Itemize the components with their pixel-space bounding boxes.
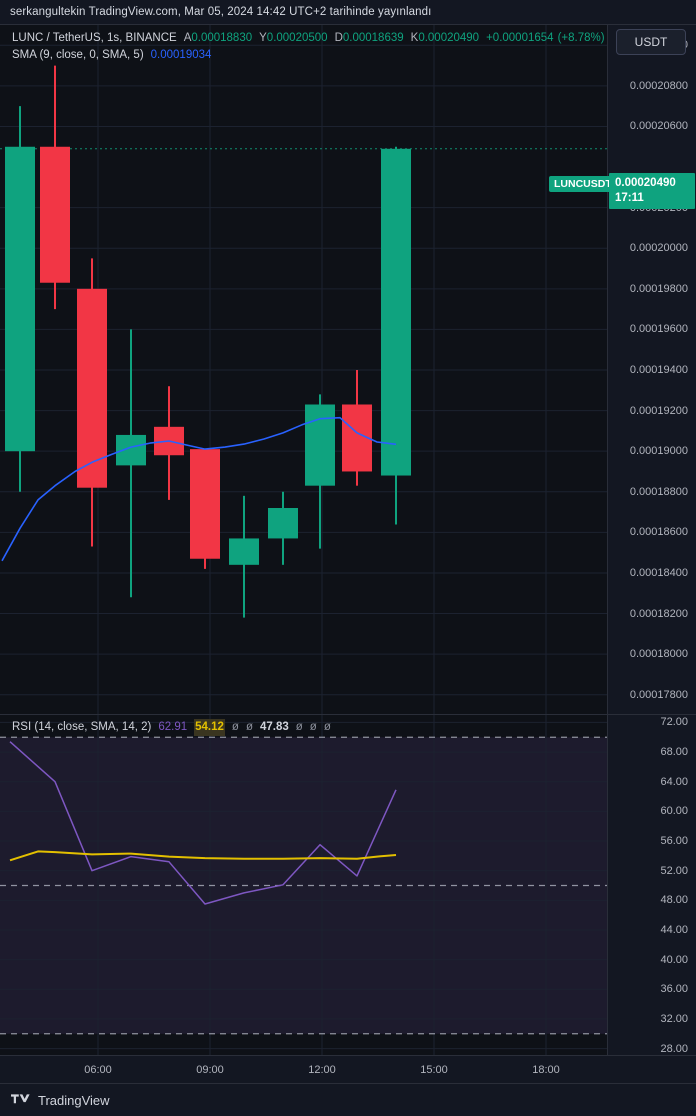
current-price-badge: 0.00020490 17:11 <box>609 173 695 209</box>
price-tick-label: 0.00017800 <box>629 688 688 701</box>
candle-body <box>305 404 335 486</box>
rsi-tick-label: 40.00 <box>660 953 688 966</box>
tradingview-logo[interactable]: TradingView <box>11 1093 110 1108</box>
candle-body <box>77 288 107 488</box>
price-tick-label: 0.00019800 <box>629 282 688 295</box>
price-chart-canvas <box>0 25 607 714</box>
candle-body <box>268 508 298 539</box>
candle-body <box>190 449 220 559</box>
rsi-tick-label: 36.00 <box>660 983 688 996</box>
price-tick-label: 0.00018200 <box>629 607 688 620</box>
time-tick-label: 06:00 <box>84 1064 112 1076</box>
attribution-bar: serkangultekin TradingView.com, Mar 05, … <box>0 0 696 24</box>
quote-currency-label: USDT <box>634 35 668 49</box>
price-tick-label: 0.00020000 <box>629 242 688 255</box>
attribution-text: serkangultekin TradingView.com, Mar 05, … <box>10 6 432 18</box>
rsi-tick-label: 68.00 <box>660 746 688 759</box>
time-tick-label: 18:00 <box>532 1064 560 1076</box>
candle-body <box>116 434 146 466</box>
time-axis[interactable]: 06:00 09:00 12:00 15:00 18:00 <box>0 1055 696 1084</box>
price-tick-label: 0.00020800 <box>629 79 688 92</box>
candle-body <box>40 146 70 283</box>
candle-body <box>381 148 411 476</box>
sma-line <box>1 416 397 562</box>
rsi-tick-label: 52.00 <box>660 864 688 877</box>
rsi-tick-label: 64.00 <box>660 775 688 788</box>
symbol-price-badge: LUNCUSDT <box>549 176 617 192</box>
price-tick-label: 0.00019600 <box>629 323 688 336</box>
rsi-tick-label: 56.00 <box>660 835 688 848</box>
rsi-series-line <box>9 850 397 862</box>
time-tick-label: 15:00 <box>420 1064 448 1076</box>
quote-currency-button[interactable]: USDT <box>616 29 686 55</box>
rsi-indicator-pane[interactable] <box>0 714 608 1055</box>
current-price-time: 17:11 <box>615 192 644 204</box>
candle-body <box>229 538 259 565</box>
tradingview-logo-text: TradingView <box>38 1092 110 1108</box>
price-tick-label: 0.00020600 <box>629 120 688 133</box>
rsi-tick-label: 72.00 <box>660 716 688 729</box>
rsi-tick-label: 44.00 <box>660 923 688 936</box>
time-tick-label: 12:00 <box>308 1064 336 1076</box>
price-chart-pane[interactable] <box>0 24 608 714</box>
price-tick-label: 0.00018000 <box>629 648 688 661</box>
price-tick-label: 0.00018600 <box>629 526 688 539</box>
price-tick-label: 0.00019000 <box>629 445 688 458</box>
rsi-tick-label: 28.00 <box>660 1042 688 1055</box>
price-tick-label: 0.00019200 <box>629 404 688 417</box>
symbol-badge-label: LUNCUSDT <box>554 178 612 190</box>
rsi-tick-label: 48.00 <box>660 894 688 907</box>
rsi-series-line <box>9 741 397 905</box>
rsi-tick-label: 60.00 <box>660 805 688 818</box>
rsi-tick-label: 32.00 <box>660 1012 688 1025</box>
time-tick-label: 09:00 <box>196 1064 224 1076</box>
rsi-axis-scale[interactable]: 72.00 68.00 64.00 60.00 56.00 52.00 48.00 44.00… <box>608 714 696 1055</box>
price-tick-label: 0.00018800 <box>629 485 688 498</box>
tradingview-logo-icon <box>11 1093 30 1103</box>
price-tick-label: 0.00019400 <box>629 364 688 376</box>
candle-body <box>5 146 35 452</box>
price-tick-label: 0.00018400 <box>629 566 688 579</box>
price-axis-scale[interactable]: 0.000210000.000208000.000206000.00020200… <box>608 24 696 714</box>
rsi-chart-canvas <box>0 715 607 1055</box>
footer-bar: TradingView <box>0 1084 696 1116</box>
current-price-value: 0.00020490 <box>615 177 676 189</box>
